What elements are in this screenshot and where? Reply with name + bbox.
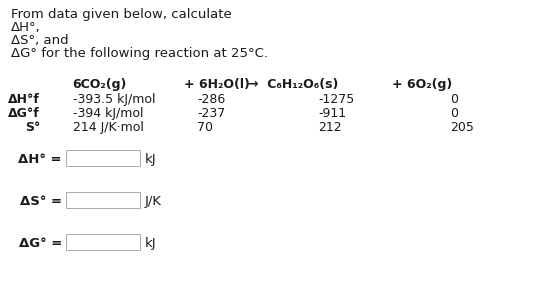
- Text: -394 kJ/mol: -394 kJ/mol: [73, 107, 144, 120]
- Text: J/K: J/K: [145, 195, 162, 208]
- Text: 0: 0: [450, 107, 458, 120]
- Text: ΔS°, and: ΔS°, and: [11, 34, 69, 47]
- Text: ΔH°f: ΔH°f: [8, 93, 40, 106]
- Text: ΔH° =: ΔH° =: [18, 153, 62, 166]
- Text: -237: -237: [197, 107, 225, 120]
- Text: kJ: kJ: [145, 237, 157, 250]
- Text: 205: 205: [450, 121, 474, 134]
- Text: 0: 0: [450, 93, 458, 106]
- Text: From data given below, calculate: From data given below, calculate: [11, 8, 232, 21]
- Text: -286: -286: [197, 93, 225, 106]
- Text: ΔG° for the following reaction at 25°C.: ΔG° for the following reaction at 25°C.: [11, 47, 268, 60]
- FancyBboxPatch shape: [66, 192, 140, 208]
- Text: -911: -911: [318, 107, 346, 120]
- Text: -393.5 kJ/mol: -393.5 kJ/mol: [73, 93, 156, 106]
- Text: -1275: -1275: [318, 93, 354, 106]
- Text: + 6H₂O(l): + 6H₂O(l): [184, 78, 250, 91]
- Text: S°: S°: [24, 121, 40, 134]
- FancyBboxPatch shape: [66, 234, 140, 250]
- Text: ΔG°f: ΔG°f: [8, 107, 40, 120]
- Text: ΔS° =: ΔS° =: [20, 195, 62, 208]
- Text: 214 J/K·mol: 214 J/K·mol: [73, 121, 144, 134]
- Text: 212: 212: [318, 121, 341, 134]
- Text: 70: 70: [197, 121, 213, 134]
- Text: kJ: kJ: [145, 153, 157, 166]
- Text: + 6O₂(g): + 6O₂(g): [392, 78, 452, 91]
- Text: 6CO₂(g): 6CO₂(g): [72, 78, 126, 91]
- Text: ΔH°,: ΔH°,: [11, 21, 41, 34]
- Text: ΔG° =: ΔG° =: [19, 237, 62, 250]
- Text: →  C₆H₁₂O₆(s): → C₆H₁₂O₆(s): [248, 78, 338, 91]
- FancyBboxPatch shape: [66, 150, 140, 166]
